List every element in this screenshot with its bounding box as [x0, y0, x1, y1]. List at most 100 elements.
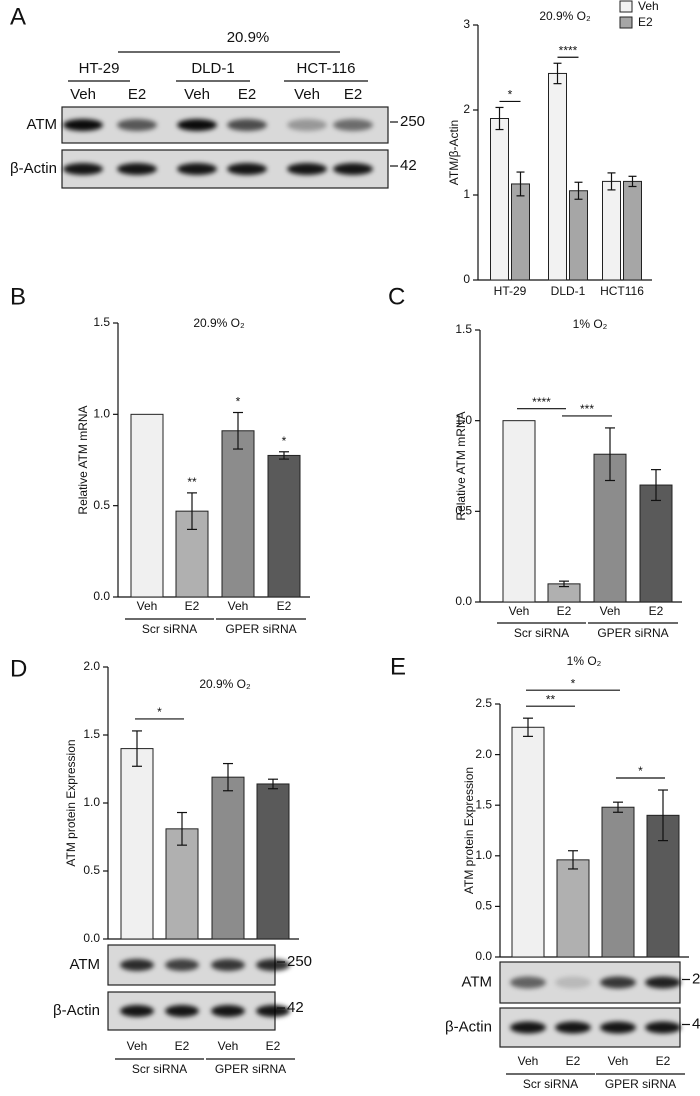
blot-band	[177, 119, 217, 131]
error-bar	[268, 778, 278, 790]
lane-label: Veh	[294, 86, 320, 103]
y-tick-label: 2	[463, 102, 470, 116]
cell-line-label: HCT-116	[297, 60, 356, 77]
blot-band	[555, 976, 591, 989]
lane-label: E2	[344, 86, 362, 103]
error-bar	[279, 451, 289, 460]
legend-label: E2	[638, 15, 653, 29]
blot-band	[63, 119, 103, 131]
cell-line-label: HT-29	[79, 60, 120, 77]
x-tick-label: E2	[266, 1039, 281, 1053]
chart-title: 20.9% O₂	[199, 677, 251, 691]
legend-swatch	[619, 16, 633, 29]
blot-header: 20.9%	[227, 29, 270, 46]
bar	[601, 806, 635, 958]
y-tick-label: 3	[463, 17, 470, 31]
bar	[623, 180, 642, 281]
blot-band	[227, 163, 267, 175]
error-bar	[177, 811, 187, 846]
error-bar	[523, 717, 533, 737]
group-label: Scr siRNA	[142, 622, 197, 636]
group-label: GPER siRNA	[605, 1077, 676, 1091]
bar	[511, 726, 545, 958]
bar	[267, 454, 301, 598]
lane-label: E2	[238, 86, 256, 103]
legend-label: Veh	[638, 0, 659, 13]
blot-band	[333, 119, 373, 131]
bar	[569, 190, 588, 281]
significance-label: *	[571, 676, 576, 690]
significance-label: *	[638, 764, 643, 778]
blot-row-label: β-Actin	[10, 160, 57, 177]
y-tick-label: 1.0	[455, 413, 472, 427]
size-label: 250	[287, 953, 312, 970]
blot-row-label: ATM	[69, 956, 100, 973]
y-tick-label: 1.5	[455, 322, 472, 336]
significance-label: ***	[580, 402, 594, 416]
blot-band	[165, 1005, 199, 1017]
size-label: 42	[287, 999, 304, 1016]
bar	[639, 484, 673, 603]
bar	[490, 118, 509, 281]
panel-letter: B	[10, 283, 26, 310]
chart-title: 20.9% O₂	[193, 316, 245, 330]
blot-band	[510, 976, 546, 989]
y-tick-label: 1	[463, 187, 470, 201]
x-tick-label: E2	[566, 1054, 581, 1068]
x-tick-label: HT-29	[494, 284, 527, 298]
blot-band	[165, 959, 199, 971]
blot-row-label: ATM	[26, 116, 57, 133]
size-label: 42	[692, 1015, 700, 1032]
error-bar	[233, 411, 243, 450]
significance-label: **	[187, 475, 197, 489]
size-label: 42	[400, 157, 417, 174]
panel-letter: A	[10, 3, 26, 30]
y-tick-label: 2.0	[83, 659, 100, 673]
panel-letter: C	[388, 283, 405, 310]
y-tick-label: 0.0	[475, 949, 492, 963]
y-tick-label: 0.5	[93, 498, 110, 512]
error-bar	[607, 172, 616, 191]
error-bar	[605, 427, 615, 482]
blot-band	[333, 163, 373, 175]
error-bar	[658, 789, 668, 842]
size-label: 250	[400, 113, 425, 130]
error-bar	[613, 801, 623, 813]
blot-band	[287, 119, 327, 131]
y-tick-label: 0	[463, 272, 470, 286]
x-tick-label: Veh	[600, 604, 621, 618]
x-tick-label: Veh	[218, 1039, 239, 1053]
blot-band	[600, 976, 636, 989]
x-tick-label: Veh	[228, 599, 249, 613]
significance-label: *	[282, 434, 287, 448]
error-bar	[132, 730, 142, 767]
y-tick-label: 1.5	[83, 727, 100, 741]
blot-band	[256, 1005, 290, 1017]
y-tick-label: 1.0	[93, 407, 110, 421]
y-tick-label: 0.5	[475, 899, 492, 913]
chart-title: 1% O₂	[573, 317, 608, 331]
chart-title: 1% O₂	[567, 654, 602, 668]
group-label: GPER siRNA	[597, 626, 668, 640]
y-tick-label: 1.0	[83, 795, 100, 809]
y-axis-label: ATM protein Expression	[462, 767, 476, 894]
bar	[130, 413, 164, 598]
y-tick-label: 1.5	[475, 797, 492, 811]
legend-swatch	[619, 0, 633, 13]
error-bar	[553, 62, 562, 85]
y-tick-label: 2.0	[475, 747, 492, 761]
y-tick-label: 0.0	[83, 931, 100, 945]
bar	[211, 776, 245, 940]
size-label: 250	[692, 970, 700, 987]
cell-line-label: DLD-1	[191, 60, 234, 77]
x-tick-label: HCT116	[600, 284, 644, 298]
group-label: Scr siRNA	[523, 1077, 578, 1091]
lane-label: Veh	[184, 86, 210, 103]
lane-label: Veh	[70, 86, 96, 103]
bar	[502, 420, 536, 603]
blot-band	[645, 976, 681, 989]
x-tick-label: E2	[656, 1054, 671, 1068]
x-tick-label: Veh	[518, 1054, 539, 1068]
significance-label: ****	[559, 43, 578, 57]
significance-label: **	[546, 692, 556, 706]
